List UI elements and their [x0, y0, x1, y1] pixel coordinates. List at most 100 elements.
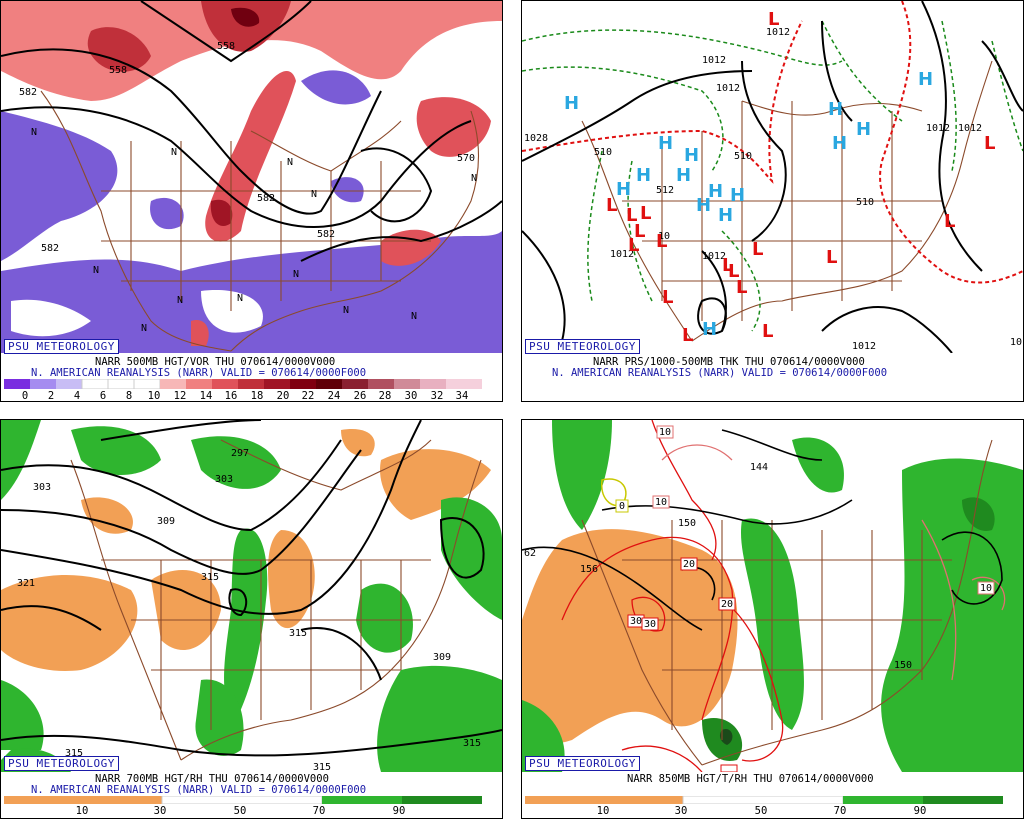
branding-label: PSU METEOROLOGY — [4, 339, 119, 354]
high-pressure-marker: H — [718, 205, 733, 226]
panel-700mb-rh: 303 297 303 309 321 315 315 309 315 315 … — [0, 419, 503, 819]
scale-tick: 26 — [353, 390, 367, 402]
height-label: 309 — [157, 516, 175, 527]
contour-label: 582 — [19, 87, 37, 98]
high-pressure-marker: H — [828, 99, 843, 120]
rh-color-scale — [4, 796, 482, 804]
vorticity-map: 582 558 558 570 582 582 582 N N N N N N … — [1, 1, 502, 353]
scale-tick: 30 — [153, 805, 167, 817]
isobar-label: 10 — [1010, 337, 1022, 348]
isobar-label: 1012 — [958, 123, 982, 134]
branding-label: PSU METEOROLOGY — [4, 756, 119, 771]
temp-label: 0 — [619, 501, 625, 512]
scale-tick: 16 — [224, 390, 238, 402]
contour-label: 582 — [257, 193, 275, 204]
thickness-label: 512 — [656, 185, 674, 196]
vort-min-marker: N — [287, 157, 293, 168]
high-pressure-marker: H — [918, 69, 933, 90]
height-label: 321 — [17, 578, 35, 589]
vort-min-marker: N — [237, 293, 243, 304]
temp-label: 10 — [980, 583, 992, 594]
panel-surface-pressure: 1012 1012 1012 1012 1012 1012 1028 510 5… — [521, 0, 1024, 402]
isobar-label: 1012 — [766, 27, 790, 38]
vort-min-marker: N — [93, 265, 99, 276]
low-pressure-marker: L — [662, 287, 673, 308]
height-label: 315 — [313, 762, 331, 772]
scale-tick: 28 — [378, 390, 392, 402]
branding-label: PSU METEOROLOGY — [525, 756, 640, 771]
branding-label: PSU METEOROLOGY — [525, 339, 640, 354]
low-pressure-marker: L — [728, 261, 739, 282]
temp-label: 30 — [644, 619, 656, 630]
rh-color-scale — [525, 796, 1003, 804]
high-pressure-marker: H — [730, 185, 745, 206]
low-pressure-marker: L — [984, 133, 995, 154]
temp-label: 30 — [630, 616, 642, 627]
scale-tick: 8 — [125, 390, 133, 402]
height-label: 315 — [463, 738, 481, 749]
vort-min-marker: N — [471, 173, 477, 184]
scale-tick: 4 — [73, 390, 81, 402]
chart-title-line1: NARR 500MB HGT/VOR THU 070614/0000V000 — [95, 356, 336, 368]
low-pressure-marker: L — [606, 195, 617, 216]
rh-700mb-map: 303 297 303 309 321 315 315 309 315 315 … — [1, 420, 502, 772]
low-pressure-marker: L — [628, 235, 639, 256]
high-pressure-marker: H — [702, 319, 717, 340]
scale-tick: 90 — [392, 805, 406, 817]
scale-tick: 10 — [596, 805, 610, 817]
low-pressure-marker: L — [736, 277, 747, 298]
temp-label: 10 — [659, 427, 671, 438]
scale-tick: 30 — [674, 805, 688, 817]
chart-title-line2: N. AMERICAN REANALYSIS (NARR) VALID = 07… — [552, 367, 888, 379]
vort-min-marker: N — [411, 311, 417, 322]
scale-tick: 10 — [147, 390, 161, 402]
height-label: 303 — [33, 482, 51, 493]
low-pressure-marker: L — [682, 325, 693, 346]
scale-tick: 70 — [833, 805, 847, 817]
high-pressure-marker: H — [696, 195, 711, 216]
high-pressure-marker: H — [636, 165, 651, 186]
chart-title-line2: N. AMERICAN REANALYSIS (NARR) VALID = 07… — [31, 367, 367, 379]
isobar-label: 1012 — [926, 123, 950, 134]
scale-tick: 6 — [99, 390, 107, 402]
height-label: 156 — [580, 564, 598, 575]
isobar-label: 1012 — [610, 249, 634, 260]
vorticity-color-scale — [4, 379, 482, 389]
low-pressure-marker: L — [826, 247, 837, 268]
high-pressure-marker: H — [658, 133, 673, 154]
isobar-label: 10 — [658, 231, 670, 242]
scale-tick: 22 — [301, 390, 315, 402]
contour-label: 570 — [457, 153, 475, 164]
panel-850mb-t-rh: 62 156 150 144 150 10 10 0 20 20 30 30 1… — [521, 419, 1024, 819]
isobar-label: 1028 — [524, 133, 548, 144]
chart-title-line1: NARR PRS/1000-500MB THK THU 070614/0000V… — [593, 356, 865, 368]
height-label: 315 — [201, 572, 219, 583]
height-label: 297 — [231, 448, 249, 459]
scale-tick: 50 — [754, 805, 768, 817]
height-label: 315 — [65, 748, 83, 759]
vort-min-marker: N — [171, 147, 177, 158]
vort-min-marker: N — [31, 127, 37, 138]
vort-min-marker: N — [311, 189, 317, 200]
contour-label: 558 — [109, 65, 127, 76]
scale-tick: 34 — [455, 390, 469, 402]
contour-label: 558 — [217, 41, 235, 52]
scale-tick: 10 — [75, 805, 89, 817]
low-pressure-marker: L — [768, 9, 779, 30]
height-label: 144 — [750, 462, 768, 473]
scale-tick: 32 — [430, 390, 444, 402]
high-pressure-marker: H — [708, 181, 723, 202]
high-pressure-marker: H — [676, 165, 691, 186]
contour-label: 582 — [317, 229, 335, 240]
high-pressure-marker: H — [856, 119, 871, 140]
scale-tick: 18 — [250, 390, 264, 402]
chart-title-line1: NARR 850MB HGT/T/RH THU 070614/0000V000 — [627, 773, 874, 785]
height-label: 150 — [678, 518, 696, 529]
thickness-label: 510 — [734, 151, 752, 162]
scale-tick: 0 — [21, 390, 29, 402]
thickness-label: 510 — [856, 197, 874, 208]
temp-label: 10 — [655, 497, 667, 508]
isobar-label: 1012 — [852, 341, 876, 352]
low-pressure-marker: L — [944, 211, 955, 232]
vort-min-marker: N — [293, 269, 299, 280]
